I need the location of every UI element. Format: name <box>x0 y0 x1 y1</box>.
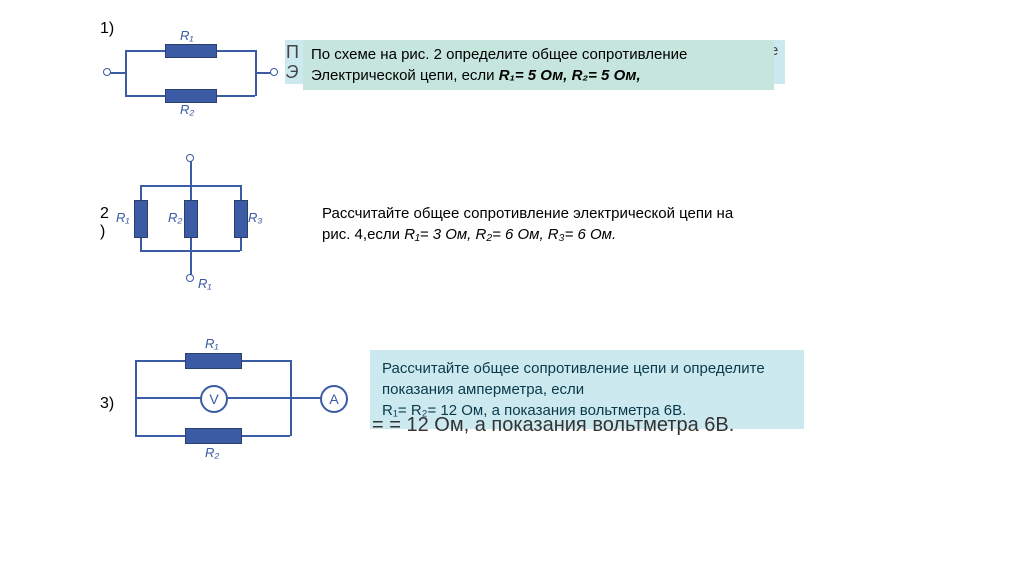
diagram-3: V A R₁ R₂ <box>125 350 325 450</box>
diagram-2: R₁ R₂ R₃ R₁ <box>130 160 250 290</box>
label-r1-1: R₁ <box>180 28 194 43</box>
ammeter: A <box>320 385 348 413</box>
prefix-p: П <box>286 42 299 63</box>
voltmeter: V <box>200 385 228 413</box>
text-1-line1: По схеме на рис. 2 определите общее сопр… <box>311 46 687 63</box>
text-1: По схеме на рис. 2 определите общее сопр… <box>303 40 774 90</box>
diagram-1: R₁ R₂ <box>115 40 265 110</box>
text-2: Рассчитайте общее сопротивление электрич… <box>310 195 764 253</box>
prefix-e: Э <box>286 62 299 83</box>
label-r3-2: R₃ <box>248 210 263 225</box>
problem-1-number: 1) <box>100 20 114 38</box>
label-r1-3: R₁ <box>205 336 219 351</box>
label-r2-3: R₂ <box>205 445 219 460</box>
text-3-big: = = 12 Ом, а показания вольтметра 6В. <box>372 414 734 437</box>
problem-3-number: 3) <box>100 395 114 413</box>
text-1-line2: Электрической цепи, если <box>311 67 499 84</box>
label-r1-2: R₁ <box>116 210 130 225</box>
label-r2-2: R₂ <box>168 210 182 225</box>
label-r2-1: R₂ <box>180 102 194 117</box>
problem-1: 1) <box>100 20 124 38</box>
label-rbot-2: R₁ <box>198 276 212 291</box>
